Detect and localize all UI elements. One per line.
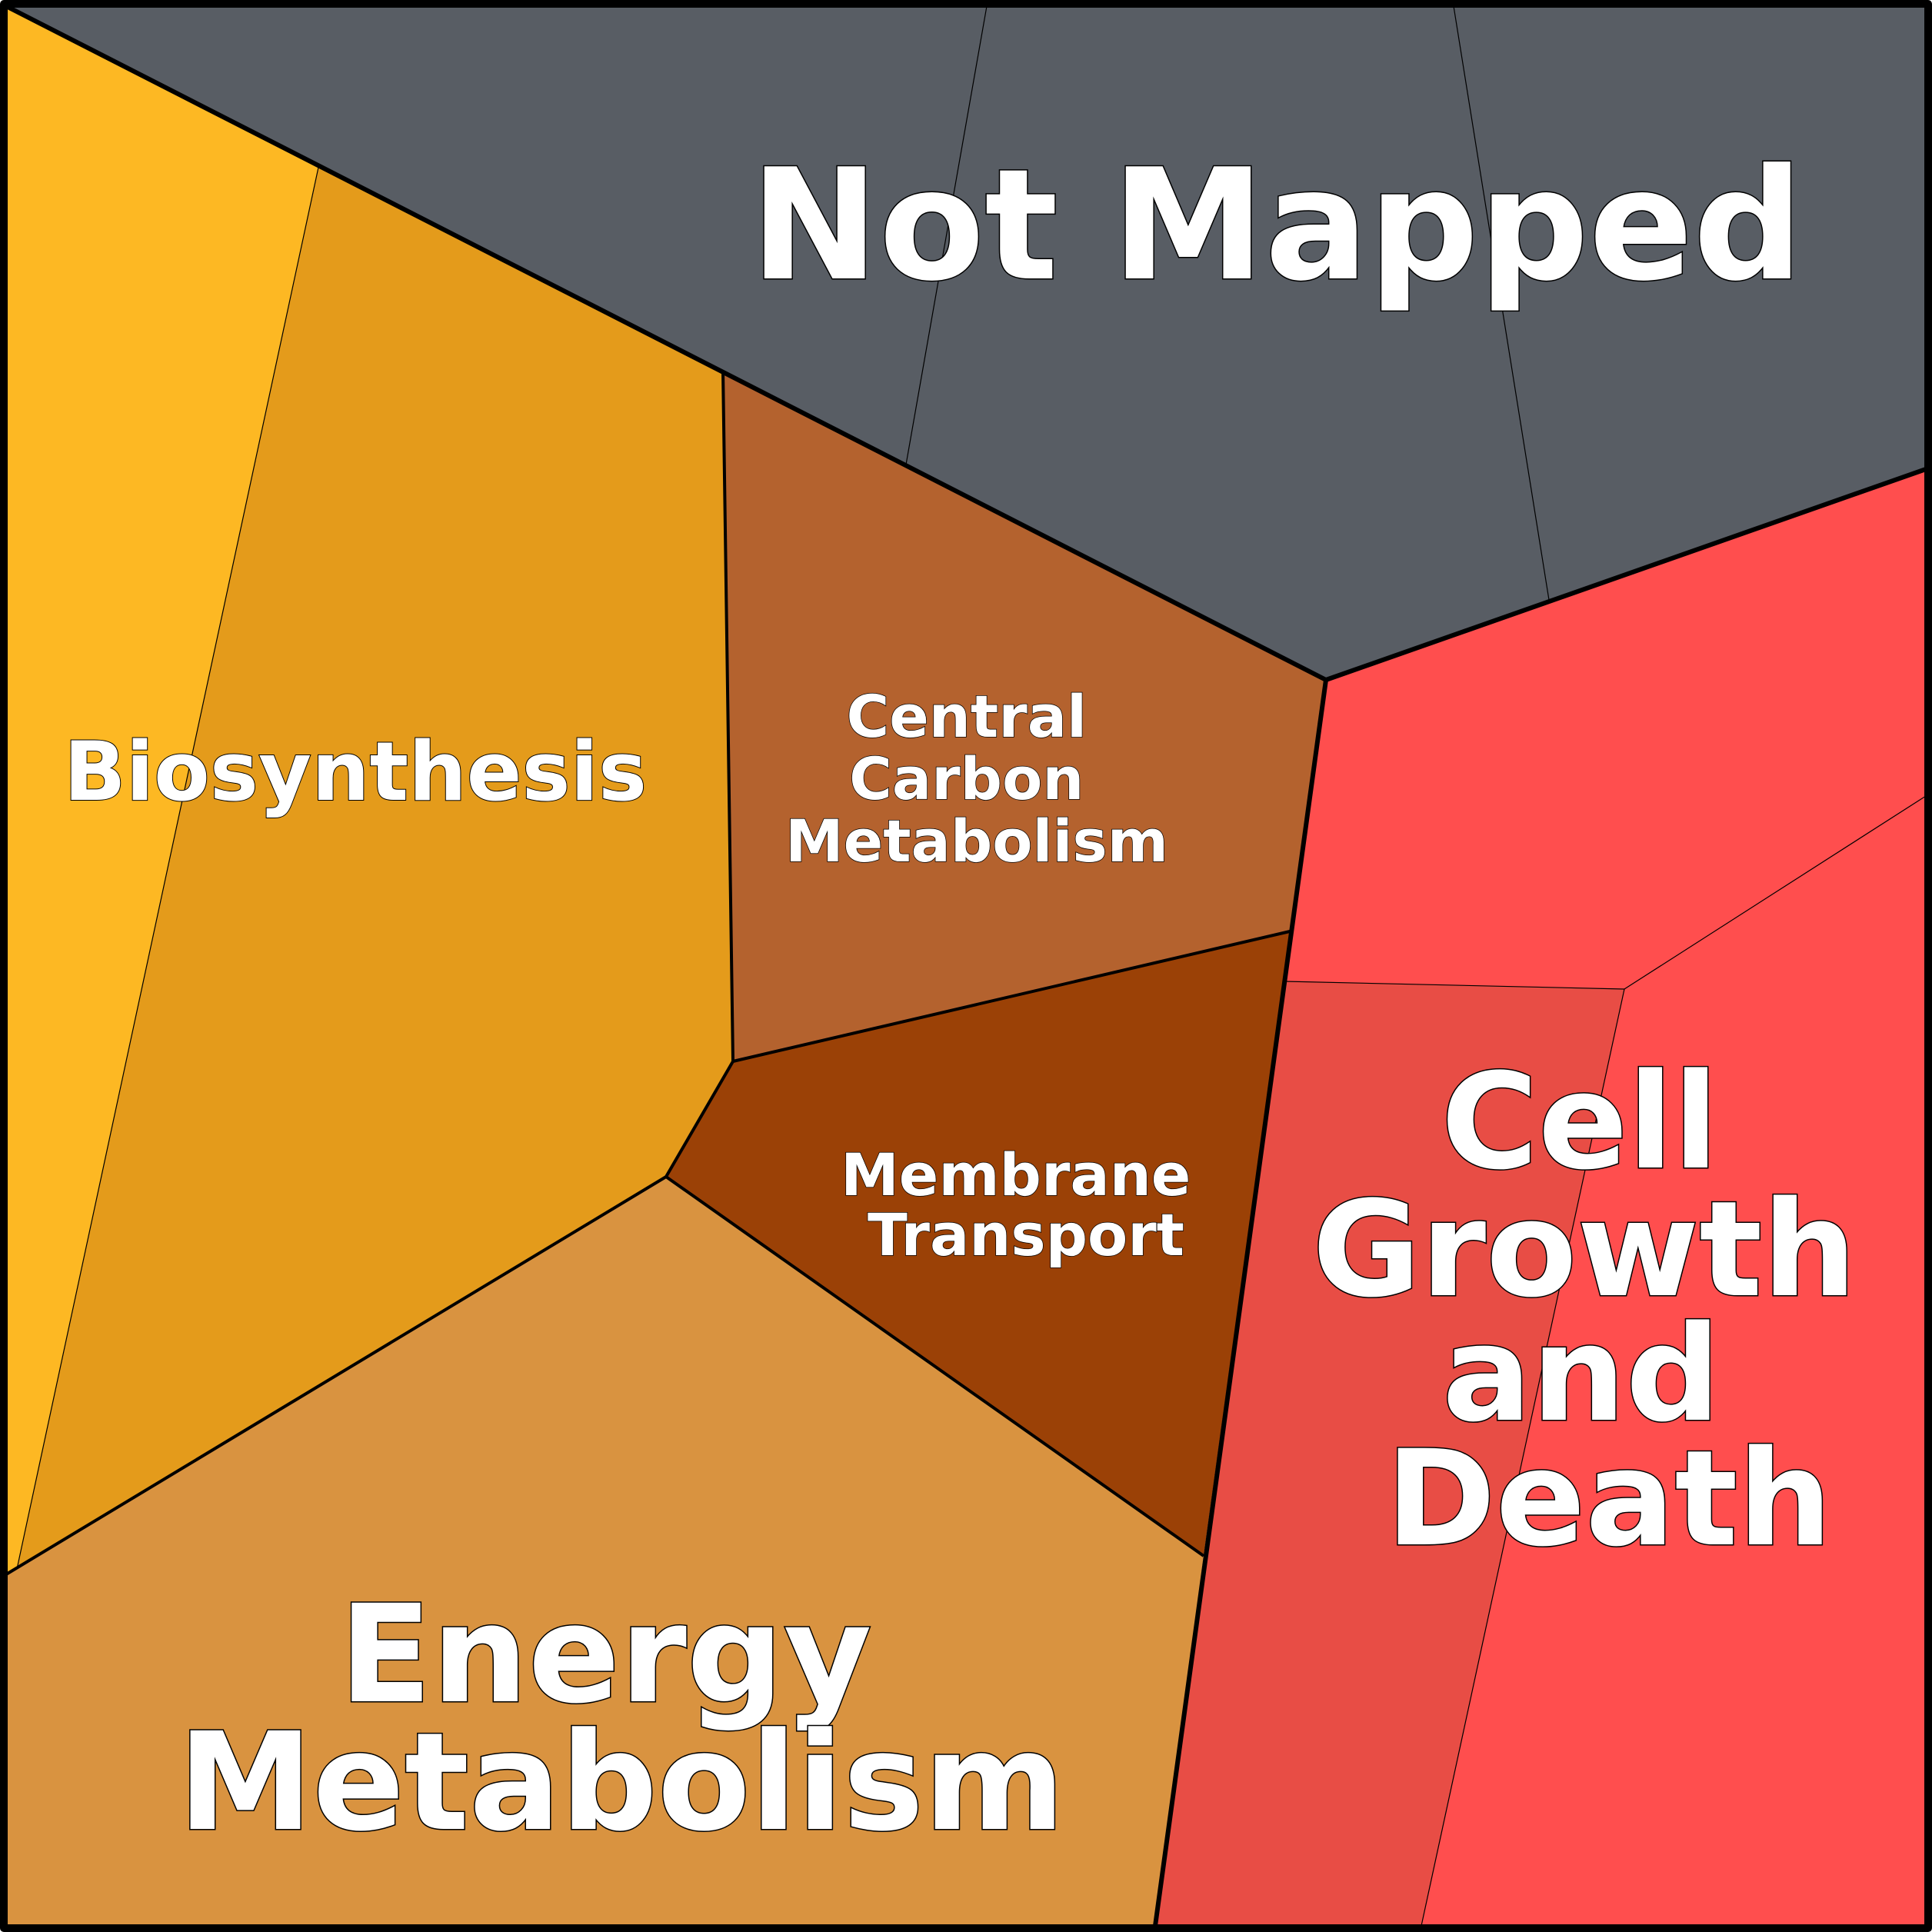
cell-not-mapped-b <box>906 6 1549 680</box>
label-energy-metabolism: Energy Metabolism <box>178 1576 1064 1861</box>
sub-borders <box>16 5 1927 1927</box>
label-cell-growth-and-death: Cell Growth and Death <box>1312 1044 1903 1576</box>
label-central-carbon-metabolism: Central Carbon Metabolism <box>785 682 1168 875</box>
cell-biosynthesis-a <box>6 6 319 1574</box>
cell-membrane-transport <box>666 931 1290 1556</box>
cell-cell-growth-c <box>1421 796 1926 1926</box>
cell-biosynthesis-b <box>17 164 733 1569</box>
cell-central-carbon-metabolism <box>723 371 1326 1061</box>
label-not-mapped: Not Mapped <box>750 136 1803 315</box>
group-borders <box>5 370 1291 1576</box>
labels: Not Mapped Biosynthesis Central Carbon M… <box>63 135 1903 1863</box>
cell-not-mapped-c <box>1454 6 1926 600</box>
cell-cell-growth-a <box>1285 469 1926 989</box>
cell-cell-growth-b <box>1155 981 1624 1926</box>
cell-energy-metabolism <box>6 1177 1204 1926</box>
label-membrane-transport: Membrane Transport <box>841 1141 1211 1269</box>
cell-not-mapped-a <box>6 6 987 465</box>
label-biosynthesis: Biosynthesis <box>64 724 647 819</box>
cells <box>6 6 1926 1926</box>
